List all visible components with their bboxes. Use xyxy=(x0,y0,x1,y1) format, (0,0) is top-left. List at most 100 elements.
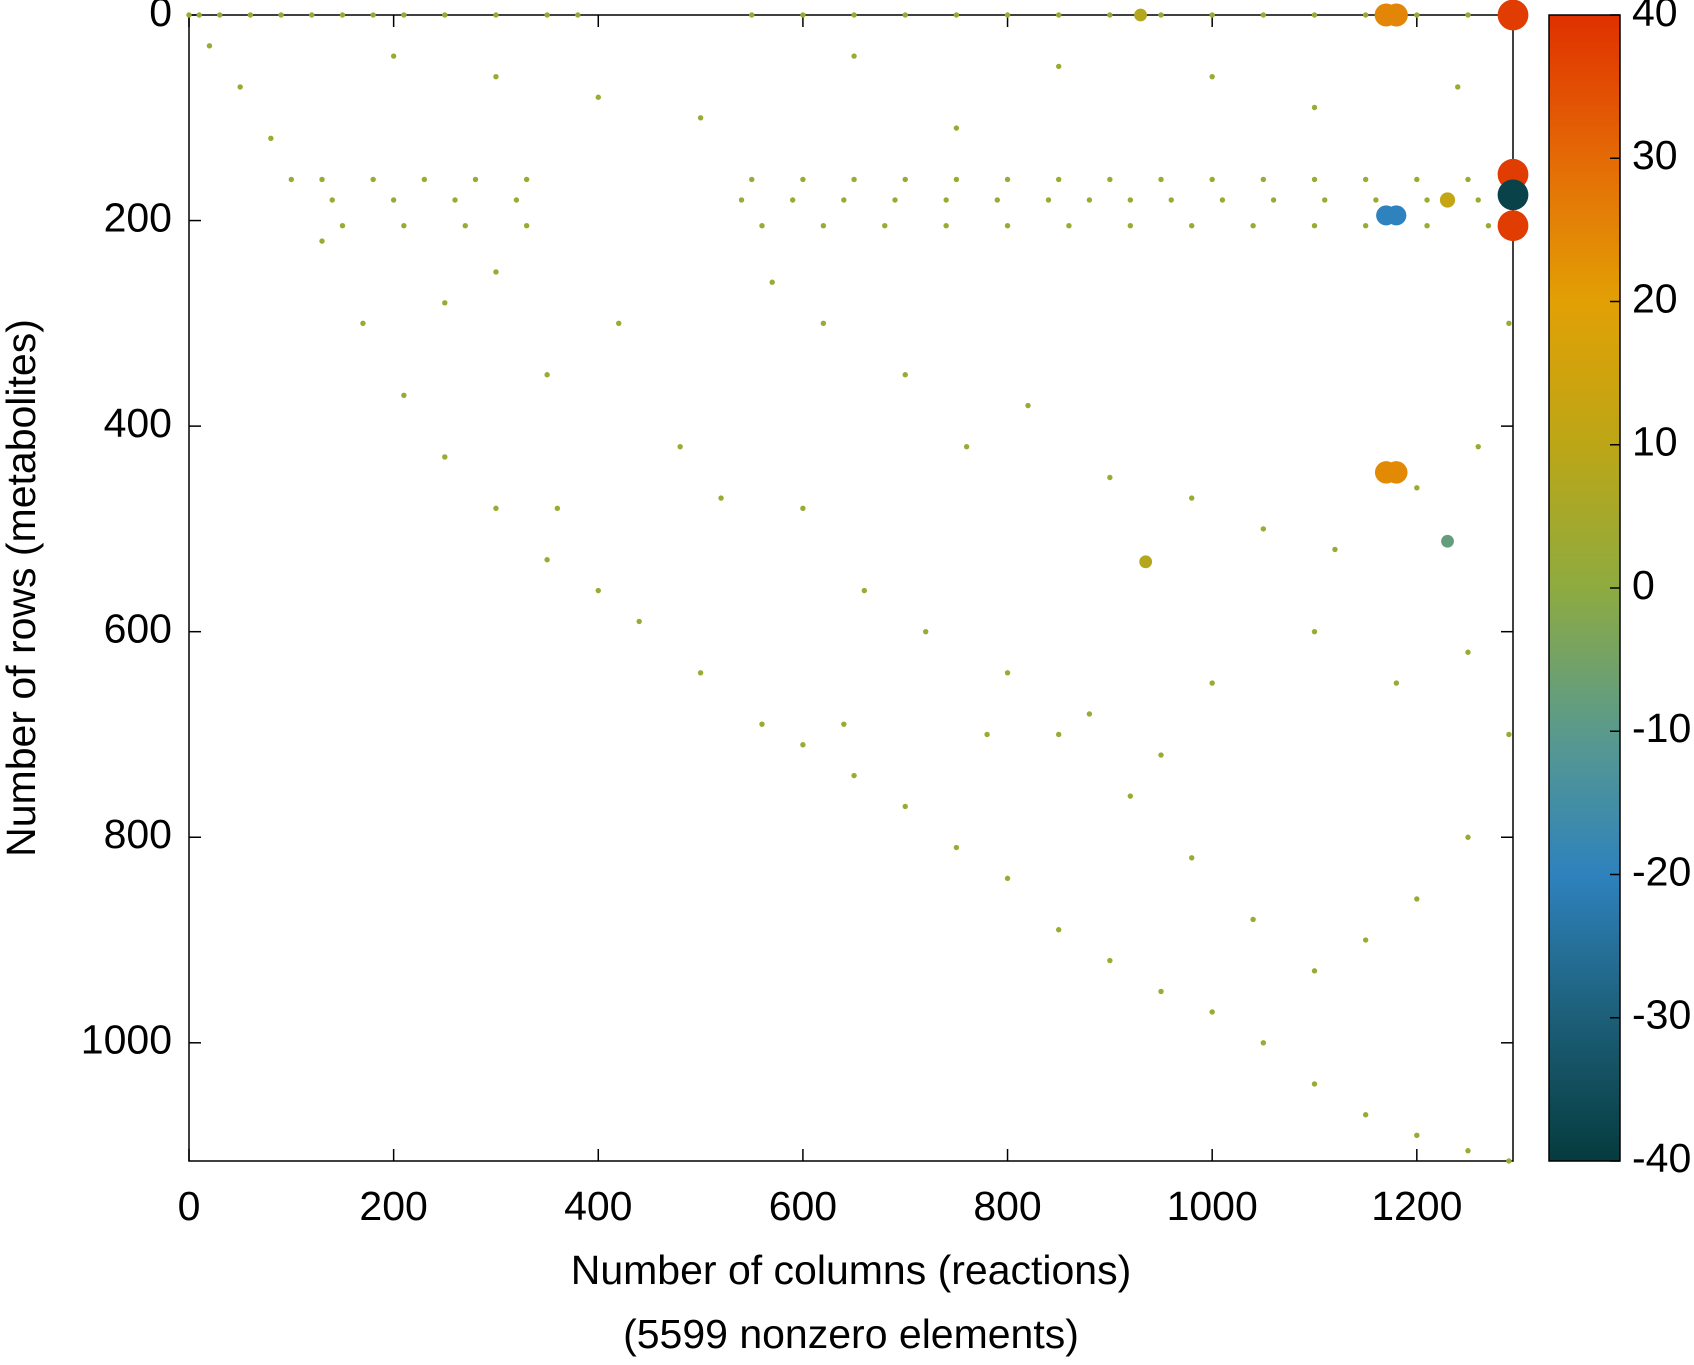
nonzero-point xyxy=(1209,680,1215,686)
colorbar-tick-label: 10 xyxy=(1632,419,1678,465)
colorbar-tick-label: -20 xyxy=(1632,848,1691,894)
nonzero-point xyxy=(1497,210,1529,242)
nonzero-point xyxy=(1260,12,1267,18)
nonzero-point xyxy=(1362,937,1369,943)
nonzero-point xyxy=(882,222,888,229)
nonzero-point xyxy=(493,12,499,18)
nonzero-point xyxy=(851,772,857,779)
nonzero-point xyxy=(677,443,683,450)
nonzero-point xyxy=(186,12,192,18)
nonzero-point xyxy=(1056,731,1062,738)
nonzero-point xyxy=(1004,670,1011,676)
nonzero-point xyxy=(1424,222,1430,229)
nonzero-point xyxy=(544,372,550,378)
nonzero-point xyxy=(1219,197,1226,203)
nonzero-point xyxy=(1209,73,1215,80)
nonzero-point xyxy=(1506,1158,1512,1164)
nonzero-point xyxy=(994,197,1001,203)
y-tick-label: 600 xyxy=(104,606,172,652)
nonzero-point xyxy=(800,12,806,18)
nonzero-point xyxy=(902,372,908,378)
nonzero-point xyxy=(1158,988,1164,995)
nonzero-point xyxy=(738,197,745,203)
nonzero-point xyxy=(1250,916,1256,923)
nonzero-point xyxy=(1086,711,1093,717)
nonzero-point xyxy=(1475,197,1481,203)
nonzero-point xyxy=(339,12,346,18)
nonzero-point xyxy=(216,12,223,18)
nonzero-point xyxy=(1127,197,1134,203)
nonzero-point xyxy=(1066,222,1072,229)
nonzero-point xyxy=(841,197,847,203)
nonzero-point xyxy=(329,197,335,203)
nonzero-point xyxy=(800,176,806,183)
nonzero-point xyxy=(841,721,847,727)
nonzero-point xyxy=(1311,968,1318,974)
nonzero-point xyxy=(544,12,550,18)
nonzero-point xyxy=(963,443,970,450)
nonzero-point xyxy=(1311,222,1318,229)
nonzero-point xyxy=(1385,461,1408,484)
nonzero-point xyxy=(575,12,581,18)
x-tick-label: 400 xyxy=(564,1183,632,1229)
nonzero-point xyxy=(1086,197,1093,203)
nonzero-point xyxy=(1250,222,1256,229)
nonzero-point xyxy=(1424,197,1430,203)
nonzero-point xyxy=(1158,12,1164,18)
nonzero-point xyxy=(1311,12,1318,18)
nonzero-point xyxy=(1465,1148,1471,1154)
nonzero-point xyxy=(1209,12,1215,18)
nonzero-point xyxy=(472,176,479,183)
nonzero-point xyxy=(309,12,315,18)
nonzero-point xyxy=(616,320,622,327)
nonzero-point xyxy=(1056,176,1062,183)
nonzero-point xyxy=(769,279,775,285)
nonzero-point xyxy=(697,670,704,676)
nonzero-point xyxy=(1025,402,1031,409)
nonzero-point xyxy=(800,505,806,512)
nonzero-point xyxy=(749,12,755,18)
nonzero-point xyxy=(1311,104,1318,111)
nonzero-point xyxy=(1260,176,1267,183)
nonzero-point xyxy=(1209,176,1215,183)
x-tick-label: 200 xyxy=(359,1183,427,1229)
nonzero-point xyxy=(1475,443,1481,450)
nonzero-point xyxy=(595,587,601,594)
nonzero-point xyxy=(523,176,530,183)
nonzero-point xyxy=(718,495,724,501)
colorbar-tick-label: 20 xyxy=(1632,275,1678,321)
y-tick-label: 1000 xyxy=(81,1017,172,1063)
nonzero-point xyxy=(1506,731,1512,738)
nonzero-point xyxy=(1384,3,1408,27)
nonzero-point xyxy=(636,618,642,625)
nonzero-point xyxy=(1497,179,1529,211)
x-tick-label: 800 xyxy=(973,1183,1041,1229)
nonzero-point xyxy=(493,269,499,275)
y-tick-label: 400 xyxy=(104,400,172,446)
nonzero-point xyxy=(1332,546,1338,553)
nonzero-point xyxy=(1270,197,1277,203)
nonzero-point xyxy=(1414,176,1420,183)
y-tick-label: 0 xyxy=(149,0,172,35)
nonzero-point xyxy=(1362,12,1369,18)
nonzero-point xyxy=(1414,12,1420,18)
nonzero-point xyxy=(1414,1132,1420,1139)
nonzero-point xyxy=(544,557,550,563)
nonzero-point xyxy=(1107,12,1113,18)
nonzero-point xyxy=(953,176,960,183)
nonzero-point xyxy=(1056,63,1062,70)
nonzero-point xyxy=(861,587,868,594)
x-axis-label: Number of columns (reactions) xyxy=(571,1247,1132,1293)
nonzero-point xyxy=(360,320,366,327)
x-tick-label: 600 xyxy=(769,1183,837,1229)
nonzero-point xyxy=(851,53,857,59)
nonzero-point xyxy=(1362,222,1369,229)
nonzero-point xyxy=(1386,205,1407,226)
nonzero-point xyxy=(1139,555,1153,569)
nonzero-point xyxy=(1107,176,1113,183)
nonzero-point xyxy=(493,73,499,80)
nonzero-point xyxy=(268,135,274,142)
nonzero-point xyxy=(523,222,530,229)
nonzero-point xyxy=(452,197,458,203)
